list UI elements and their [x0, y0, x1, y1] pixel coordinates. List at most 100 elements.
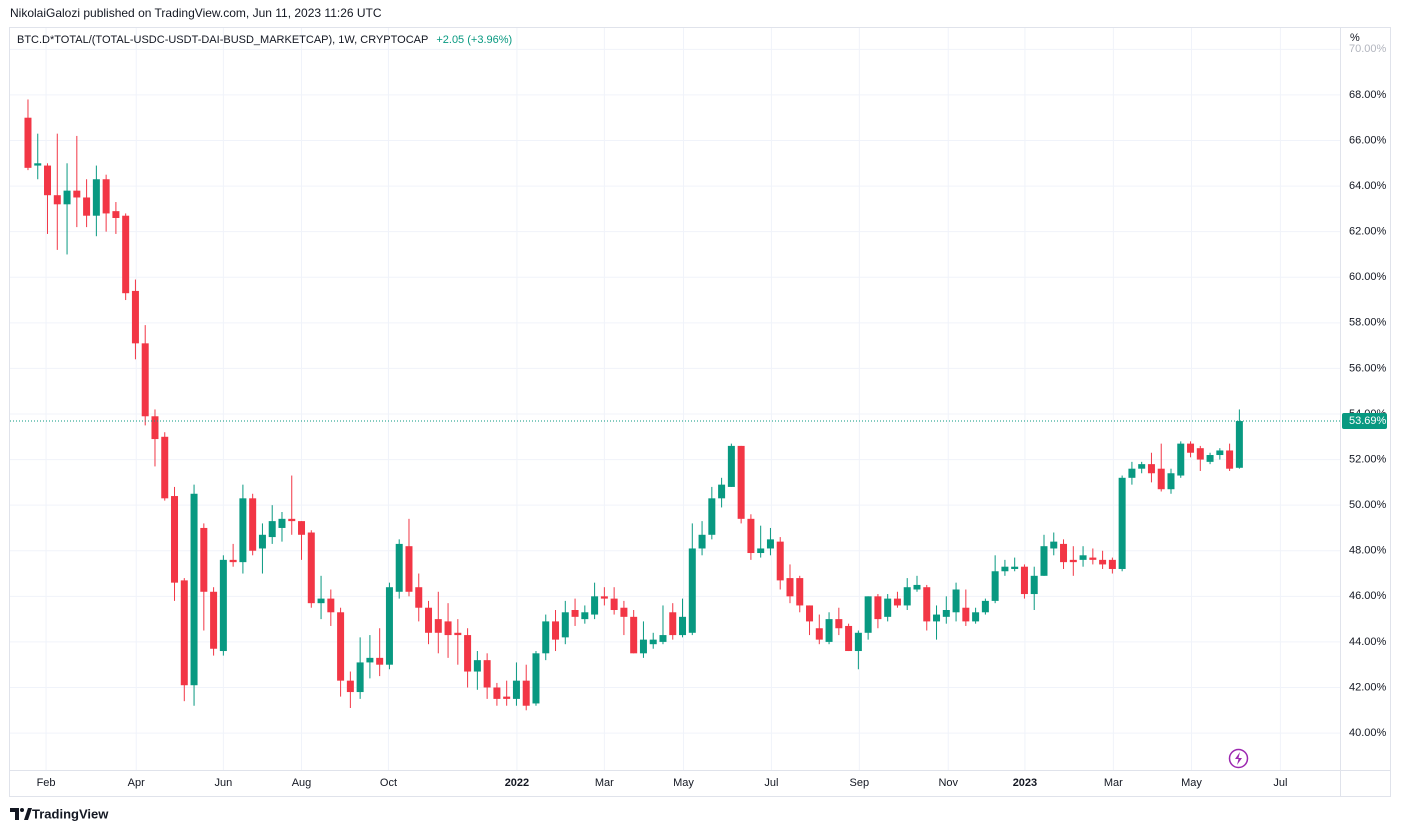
candle-body — [718, 484, 726, 499]
x-tick-label: Aug — [292, 777, 312, 789]
candle-body — [727, 445, 735, 487]
x-tick-label: Nov — [938, 777, 958, 789]
symbol: BTC.D*TOTAL/(TOTAL-USDC-USDT-DAI-BUSD_MA… — [17, 34, 428, 46]
candles — [10, 99, 1340, 711]
candle-body — [581, 612, 589, 620]
y-tick-label: 42.00% — [1349, 681, 1387, 693]
labels: 40.00% 42.00% 44.00% 46.00% 48.00% 50.00% 52.0… — [37, 43, 1387, 789]
change: +2.05 (+3.96%) — [436, 34, 512, 46]
x-tick-label: Mar — [595, 777, 614, 789]
x-tick-label: 2022 — [505, 777, 529, 789]
candle-body — [1099, 559, 1107, 565]
candle-body — [923, 587, 931, 622]
candle-body — [1167, 473, 1175, 490]
candle-body — [34, 163, 42, 166]
x-tick-label: Mar — [1104, 777, 1123, 789]
candle-body — [53, 195, 61, 205]
candle-body — [473, 660, 481, 672]
candle-body — [112, 211, 120, 218]
y-tick-label: 50.00% — [1349, 499, 1387, 511]
y-tick-label: 68.00% — [1349, 89, 1387, 101]
publisher-line: NikolaiGalozi published on TradingView.c… — [10, 6, 382, 20]
candle-body — [1050, 541, 1058, 549]
candle-body — [151, 416, 159, 440]
candle-body — [532, 653, 540, 704]
candle-body — [972, 612, 980, 622]
candle-body — [737, 445, 745, 519]
candle-body — [639, 639, 647, 654]
candle-body — [366, 657, 374, 663]
candle-body — [190, 493, 198, 686]
candle-body — [102, 179, 110, 214]
candle-body — [258, 534, 266, 549]
y-tick-label: 60.00% — [1349, 271, 1387, 283]
last-price-label: 53.69% — [1349, 415, 1387, 427]
unit: % — [1350, 32, 1360, 44]
candle-body — [1216, 450, 1224, 456]
candle-body — [1206, 455, 1214, 462]
candle-body — [131, 290, 139, 344]
candle-body — [229, 559, 237, 563]
candle-body — [776, 541, 784, 581]
y-tick-label: 64.00% — [1349, 180, 1387, 192]
candle-body — [1147, 464, 1155, 474]
candle-body — [1118, 477, 1126, 569]
candle-body — [942, 610, 950, 617]
candle-body — [434, 619, 442, 633]
candle-body — [444, 621, 452, 636]
candle-body — [415, 587, 423, 608]
candle-body — [268, 521, 276, 538]
candle-body — [141, 343, 149, 417]
candle-body — [991, 571, 999, 601]
candle-body — [493, 687, 501, 699]
candle-body — [679, 616, 687, 636]
candle-body — [1030, 575, 1038, 595]
candle-body — [1157, 468, 1165, 490]
candle-body — [1226, 450, 1234, 469]
candle-body — [512, 680, 520, 699]
candle-body — [845, 625, 853, 652]
candle-body — [952, 589, 960, 613]
y-tick-label: 58.00% — [1349, 317, 1387, 329]
last-price-box — [1342, 413, 1387, 430]
candle-body — [981, 600, 989, 613]
candle-body — [278, 518, 286, 528]
candle-body — [337, 612, 345, 681]
y-tick-label: 48.00% — [1349, 545, 1387, 557]
candle-body — [239, 498, 247, 563]
candle-body — [44, 165, 52, 196]
y-tick-label: 46.00% — [1349, 590, 1387, 602]
x-tick-label: Sep — [850, 777, 870, 789]
x-tick-label: May — [1181, 777, 1202, 789]
candle-body — [483, 660, 491, 688]
candle-body — [649, 639, 657, 645]
candle-body — [317, 598, 325, 604]
candle-body — [1108, 559, 1116, 569]
y-tick-label: 56.00% — [1349, 362, 1387, 374]
x-tick-label: May — [673, 777, 694, 789]
candle-body — [933, 614, 941, 622]
candle-body — [122, 215, 130, 294]
candle-body — [376, 657, 384, 665]
candle-body — [698, 534, 706, 549]
candle-body — [307, 532, 315, 604]
y-tick-label: 40.00% — [1349, 727, 1387, 739]
candle-body — [405, 546, 413, 592]
candle-body — [219, 559, 227, 652]
y-tick-label: 62.00% — [1349, 226, 1387, 238]
candle-body — [249, 498, 257, 551]
candle-body — [903, 587, 911, 606]
candle-body — [1128, 468, 1136, 478]
candle-body — [83, 197, 91, 216]
candle-body — [395, 543, 403, 592]
candle-body — [522, 680, 530, 706]
candle-body — [796, 578, 804, 606]
candle-body — [1187, 443, 1195, 453]
x-tick-label: 2023 — [1013, 777, 1037, 789]
candle-body — [571, 610, 579, 617]
candle-body — [542, 621, 550, 654]
candle-body — [884, 598, 892, 617]
candle-body — [893, 598, 901, 606]
candle-body — [688, 548, 696, 633]
